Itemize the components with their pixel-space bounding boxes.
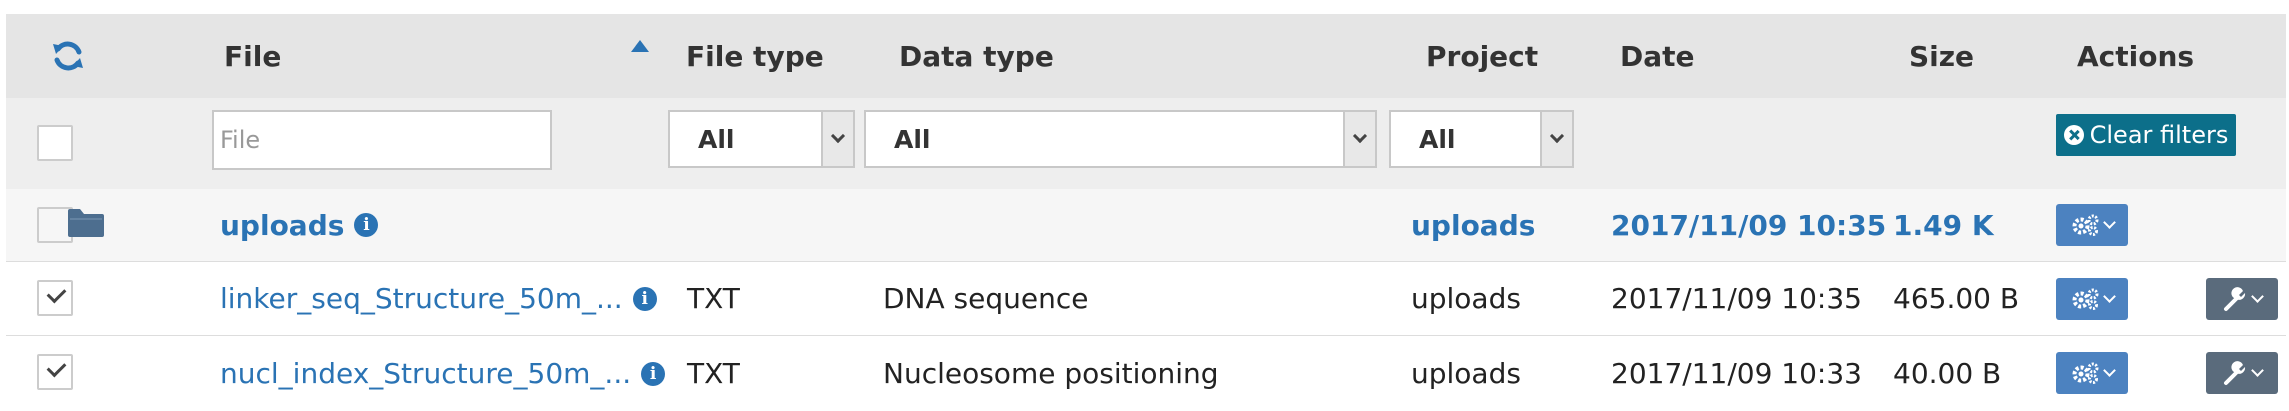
- gears-icon: [2072, 288, 2098, 310]
- folder-size-value: 1.49 K: [1893, 208, 1994, 242]
- size-value: 40.00 B: [1893, 357, 2002, 390]
- row-checkbox[interactable]: [37, 354, 73, 390]
- column-header-file-type-label: File type: [686, 39, 824, 73]
- column-header-data-type[interactable]: Data type: [861, 14, 1391, 98]
- project-cell: uploads: [1391, 262, 1591, 335]
- folder-row[interactable]: uploads i uploads 2017/11/09 10:35 1.49 …: [6, 189, 2286, 262]
- chevron-down-icon: [2250, 290, 2264, 303]
- folder-icon: [68, 209, 104, 237]
- info-icon[interactable]: i: [632, 286, 657, 311]
- folder-date-value: 2017/11/09 10:35: [1611, 208, 1887, 242]
- file-filter-input[interactable]: [212, 110, 552, 170]
- project-filter-select[interactable]: All: [1389, 110, 1574, 168]
- size-cell: 40.00 B: [1881, 336, 2046, 411]
- file-type-cell: TXT: [666, 336, 861, 411]
- project-value: uploads: [1411, 357, 1521, 390]
- folder-date-cell: 2017/11/09 10:35: [1591, 189, 1886, 261]
- data-type-value: Nucleosome positioning: [883, 357, 1219, 390]
- column-header-actions-label: Actions: [2077, 39, 2195, 73]
- folder-actions-button[interactable]: [2056, 204, 2128, 246]
- folder-project-cell: uploads: [1391, 189, 1591, 261]
- project-cell: uploads: [1391, 336, 1591, 411]
- data-type-value: DNA sequence: [883, 282, 1089, 315]
- folder-project-link[interactable]: uploads: [1411, 208, 1536, 242]
- file-name-link[interactable]: linker_seq_Structure_50m_...: [220, 282, 623, 315]
- files-table: File File type Data type Project Date Si…: [6, 14, 2286, 411]
- chevron-down-icon: [2250, 364, 2264, 377]
- chevron-down-icon: [1540, 112, 1572, 166]
- wrench-icon: [2223, 287, 2245, 311]
- column-header-date[interactable]: Date: [1591, 14, 1881, 98]
- top-border: [0, 0, 2289, 14]
- date-value: 2017/11/09 10:33: [1611, 357, 1862, 390]
- column-header-file[interactable]: File: [206, 14, 666, 98]
- file-type-cell: TXT: [666, 262, 861, 335]
- project-filter-value: All: [1419, 124, 1456, 154]
- close-circle-icon: [2063, 125, 2084, 145]
- folder-name-cell: uploads i: [206, 189, 666, 261]
- gears-icon: [2072, 362, 2098, 384]
- folder-size-cell: 1.49 K: [1881, 189, 2046, 261]
- data-type-filter-select[interactable]: All: [864, 110, 1377, 168]
- chevron-down-icon: [2102, 290, 2116, 303]
- column-header-file-type[interactable]: File type: [666, 14, 861, 98]
- chevron-down-icon: [1343, 112, 1375, 166]
- column-header-actions: Actions: [2046, 14, 2286, 98]
- column-header-project-label: Project: [1426, 39, 1539, 73]
- file-name-cell: nucl_index_Structure_50m_... i: [206, 336, 666, 411]
- file-actions-button[interactable]: [2056, 278, 2128, 320]
- file-name-cell: linker_seq_Structure_50m_... i: [206, 262, 666, 335]
- file-tools-button[interactable]: [2206, 278, 2278, 320]
- refresh-icon[interactable]: [50, 38, 86, 74]
- date-cell: 2017/11/09 10:33: [1591, 336, 1881, 411]
- file-tools-button[interactable]: [2206, 352, 2278, 394]
- file-type-value: TXT: [687, 357, 740, 390]
- file-type-filter-value: All: [698, 124, 735, 154]
- date-value: 2017/11/09 10:35: [1611, 282, 1862, 315]
- column-header-project[interactable]: Project: [1391, 14, 1591, 98]
- wrench-icon: [2223, 361, 2245, 385]
- data-type-cell: DNA sequence: [861, 262, 1391, 335]
- table-header: File File type Data type Project Date Si…: [6, 14, 2286, 98]
- clear-filters-button[interactable]: Clear filters: [2056, 114, 2236, 156]
- chevron-down-icon: [2102, 216, 2116, 229]
- date-cell: 2017/11/09 10:35: [1591, 262, 1881, 335]
- size-value: 465.00 B: [1893, 282, 2020, 315]
- data-type-filter-value: All: [894, 124, 931, 154]
- clear-filters-label: Clear filters: [2089, 121, 2229, 149]
- column-header-file-label: File: [224, 39, 282, 73]
- filter-row: All All All Clear filters: [6, 98, 2286, 189]
- project-value: uploads: [1411, 282, 1521, 315]
- column-header-date-label: Date: [1620, 39, 1695, 73]
- column-header-size[interactable]: Size: [1881, 14, 2046, 98]
- chevron-down-icon: [2102, 364, 2116, 377]
- column-header-data-type-label: Data type: [899, 39, 1054, 73]
- select-all-checkbox[interactable]: [37, 125, 73, 161]
- info-icon[interactable]: i: [354, 213, 379, 237]
- file-name-link[interactable]: nucl_index_Structure_50m_...: [220, 357, 632, 390]
- data-type-cell: Nucleosome positioning: [861, 336, 1391, 411]
- folder-name-link[interactable]: uploads: [220, 208, 345, 242]
- file-actions-button[interactable]: [2056, 352, 2128, 394]
- sort-ascending-icon[interactable]: [631, 40, 649, 52]
- gears-icon: [2072, 214, 2098, 236]
- size-cell: 465.00 B: [1881, 262, 2046, 335]
- info-icon[interactable]: i: [641, 361, 666, 386]
- column-header-size-label: Size: [1909, 39, 1975, 73]
- table-row[interactable]: nucl_index_Structure_50m_... i TXT Nucle…: [6, 336, 2286, 411]
- table-row[interactable]: linker_seq_Structure_50m_... i TXT DNA s…: [6, 262, 2286, 336]
- chevron-down-icon: [821, 112, 853, 166]
- file-type-filter-select[interactable]: All: [668, 110, 855, 168]
- file-type-value: TXT: [687, 282, 740, 315]
- row-checkbox[interactable]: [37, 280, 73, 316]
